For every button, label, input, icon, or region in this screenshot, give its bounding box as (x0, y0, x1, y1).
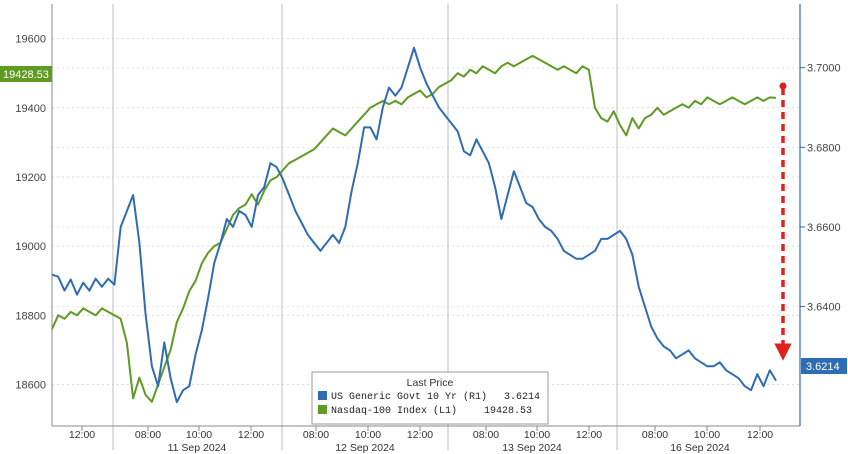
left-tick-label: 18600 (15, 379, 46, 391)
legend-value-nasdaq: 19428.53 (484, 406, 532, 417)
right-last-price-badge: 3.6214 (801, 358, 847, 374)
x-tick-label: 12:00 (238, 429, 264, 441)
left-axis-ticks: 18600 18800 19000 19200 19400 19600 (15, 34, 46, 392)
x-tick-label: 12:00 (576, 429, 602, 441)
x-tick-label: 08:00 (473, 429, 499, 441)
x-tick-label: 08:00 (642, 429, 668, 441)
left-last-price-badge: 19428.53 (0, 66, 52, 82)
series-line-nasdaq-100 (51, 54, 777, 403)
x-tick-label: 12:00 (747, 429, 773, 441)
legend-swatch-treasury (318, 391, 327, 400)
x-tick-label: 12:00 (407, 429, 433, 441)
right-badge-text: 3.6214 (806, 361, 840, 373)
legend: Last Price US Generic Govt 10 Yr (R1) 3.… (311, 371, 549, 425)
series-layer (51, 46, 777, 404)
x-date-label: 11 Sep 2024 (168, 442, 227, 454)
x-axis-time-ticks: 12:00 08:00 10:00 12:00 08:00 10:00 12:00 08:00… (69, 426, 773, 441)
left-badge-text: 19428.53 (3, 69, 49, 81)
x-date-label: 13 Sep 2024 (502, 442, 562, 454)
left-tick-label: 19400 (15, 103, 46, 115)
x-tick-label: 12:00 (69, 429, 95, 441)
x-axis-date-labels: 11 Sep 2024 12 Sep 2024 13 Sep 2024 16 Sep … (168, 442, 730, 454)
x-tick-label: 10:00 (694, 429, 720, 441)
right-axis-ticks: 3.6400 3.6600 3.6800 3.7000 (800, 63, 841, 314)
x-tick-label: 10:00 (355, 429, 381, 441)
x-tick-label: 10:00 (186, 429, 212, 441)
right-tick-label: 3.7000 (807, 63, 841, 75)
red-arrow-origin-dot (779, 82, 787, 90)
x-date-label: 12 Sep 2024 (335, 442, 395, 454)
legend-value-treasury: 3.6214 (504, 392, 540, 403)
left-tick-label: 19600 (15, 34, 46, 46)
left-tick-label: 18800 (15, 310, 46, 322)
series-line-treasury-10yr (51, 46, 777, 404)
legend-label-nasdaq: Nasdaq-100 Index (L1) (331, 405, 457, 417)
left-tick-label: 19200 (15, 172, 46, 184)
x-tick-label: 08:00 (303, 429, 329, 441)
right-tick-label: 3.6800 (807, 142, 841, 154)
right-tick-label: 3.6400 (807, 302, 841, 314)
x-date-label: 16 Sep 2024 (670, 442, 730, 454)
right-tick-label: 3.6600 (807, 222, 841, 234)
legend-title: Last Price (407, 377, 454, 389)
left-tick-label: 19000 (15, 241, 46, 253)
legend-label-treasury: US Generic Govt 10 Yr (R1) (331, 391, 487, 403)
x-tick-label: 08:00 (135, 429, 161, 441)
legend-swatch-nasdaq (318, 405, 327, 414)
x-tick-label: 10:00 (524, 429, 550, 441)
